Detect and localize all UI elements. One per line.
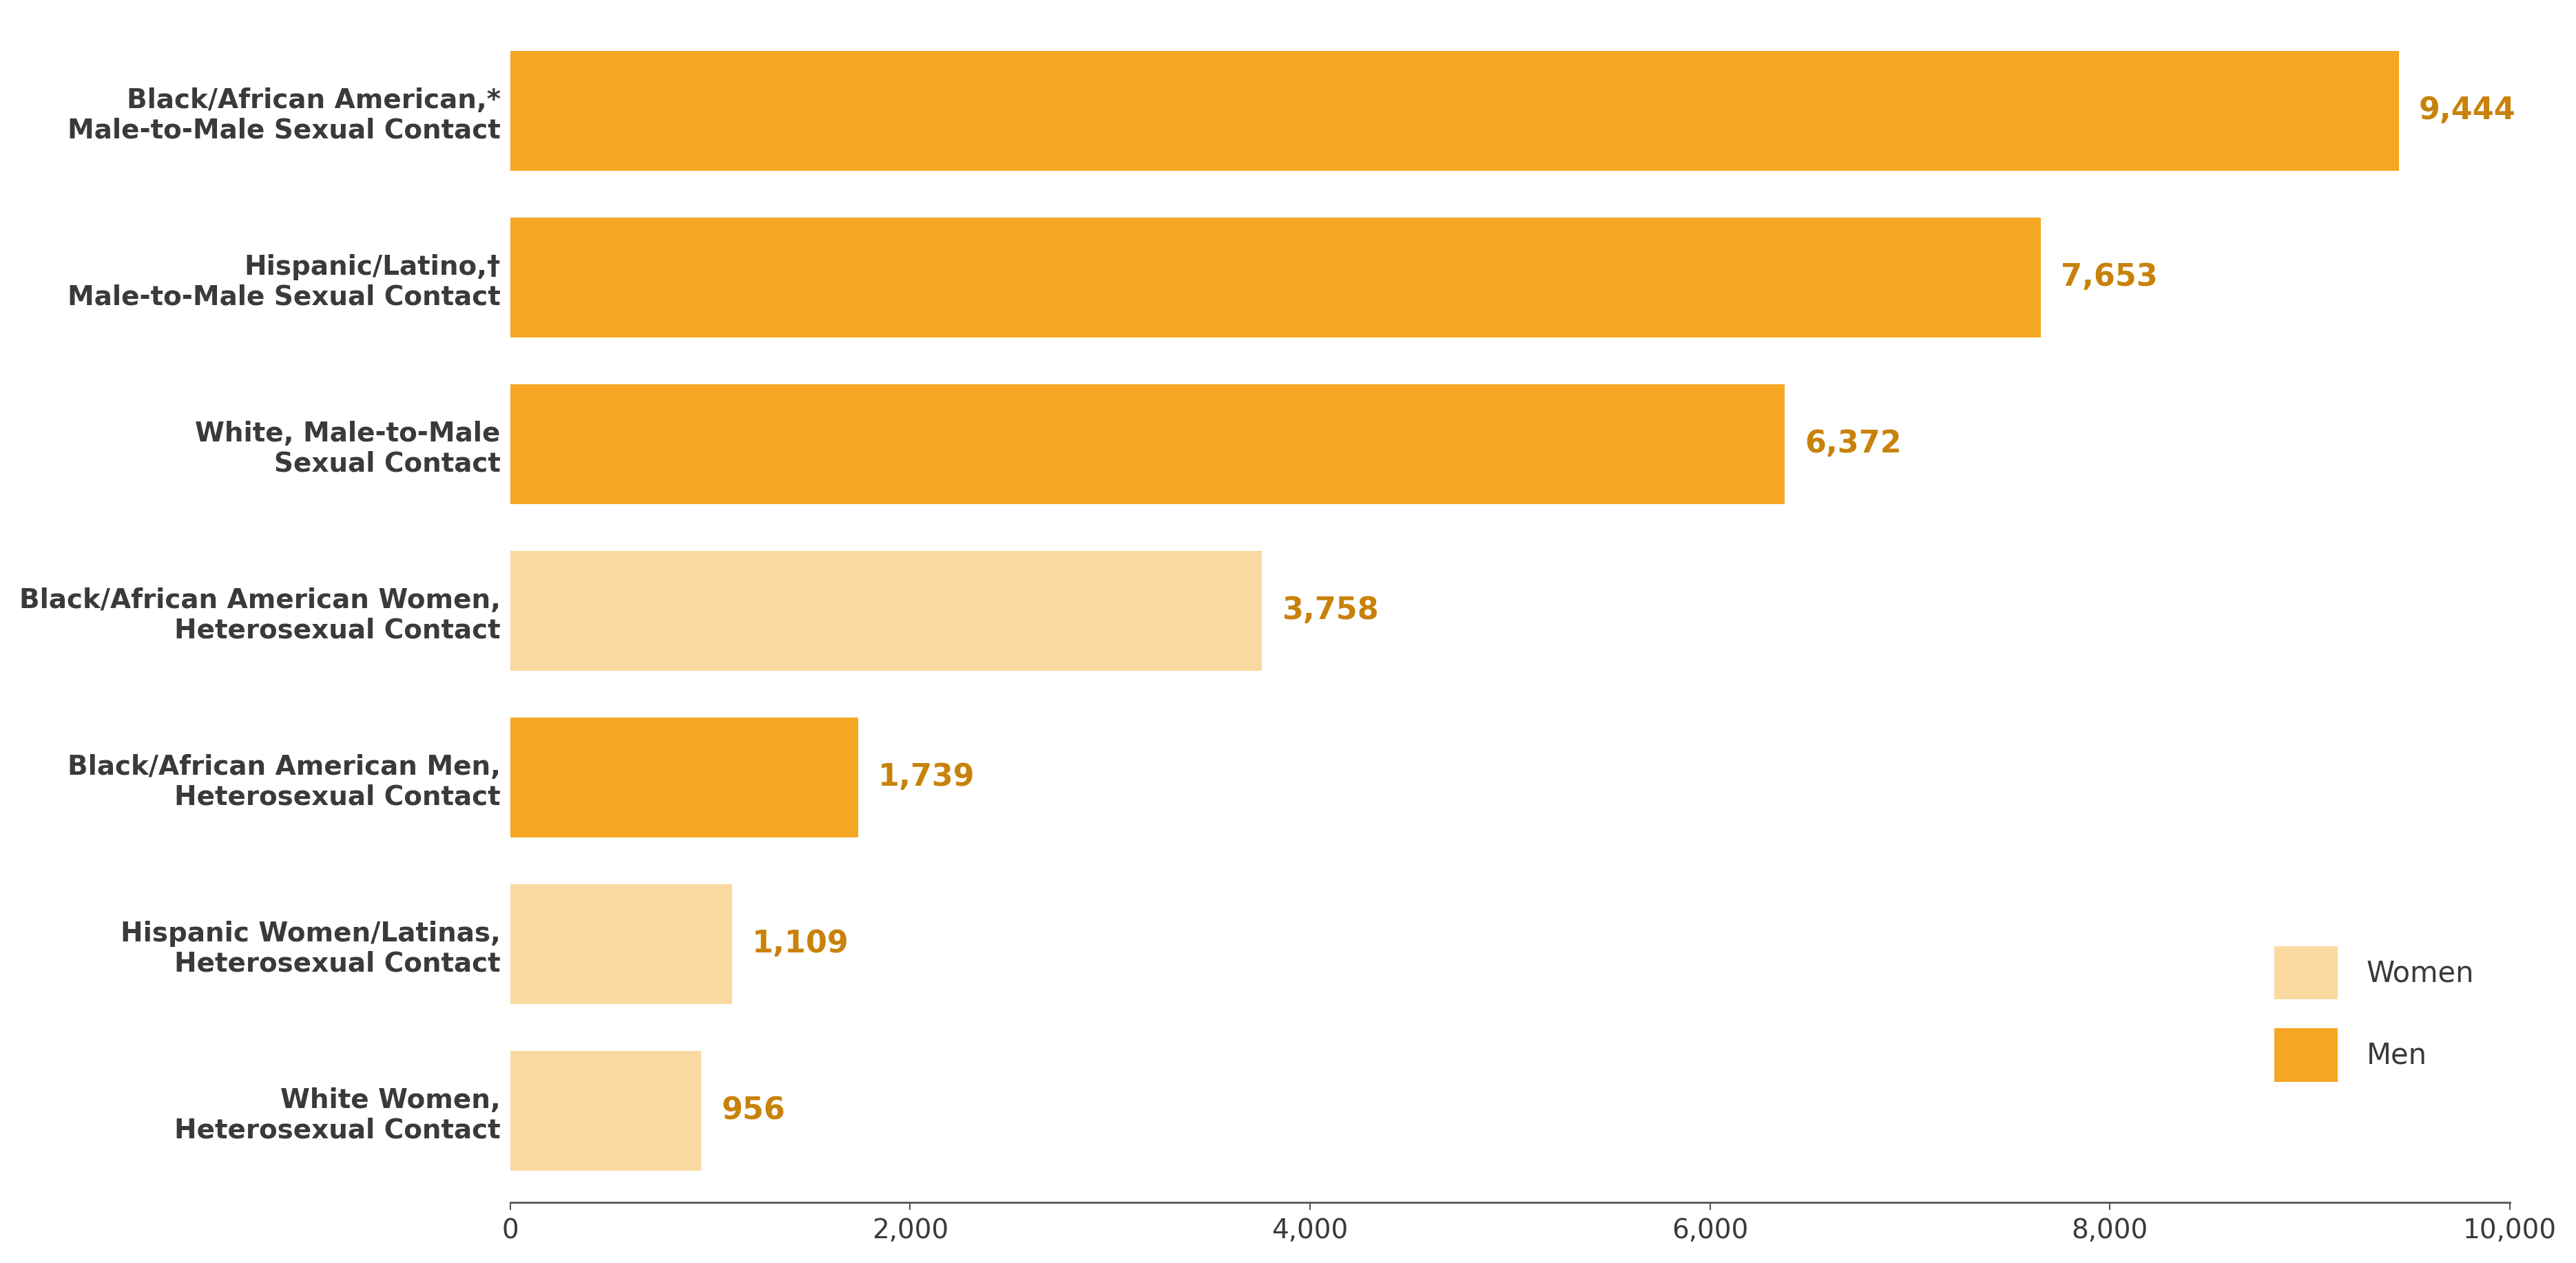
Bar xyxy=(510,717,858,837)
Bar xyxy=(510,51,2398,171)
Text: 1,739: 1,739 xyxy=(878,763,974,792)
Text: 9,444: 9,444 xyxy=(2419,96,2517,125)
Legend: Women, Men: Women, Men xyxy=(2264,935,2486,1094)
Bar xyxy=(510,217,2040,337)
Bar xyxy=(510,384,1785,504)
Bar xyxy=(510,1051,701,1171)
Text: 3,758: 3,758 xyxy=(1283,596,1378,625)
Text: 1,109: 1,109 xyxy=(752,930,850,959)
Bar xyxy=(510,551,1262,671)
Text: 956: 956 xyxy=(721,1096,786,1125)
Text: 7,653: 7,653 xyxy=(2061,263,2159,292)
Text: 6,372: 6,372 xyxy=(1803,429,1901,458)
Bar xyxy=(510,884,732,1004)
